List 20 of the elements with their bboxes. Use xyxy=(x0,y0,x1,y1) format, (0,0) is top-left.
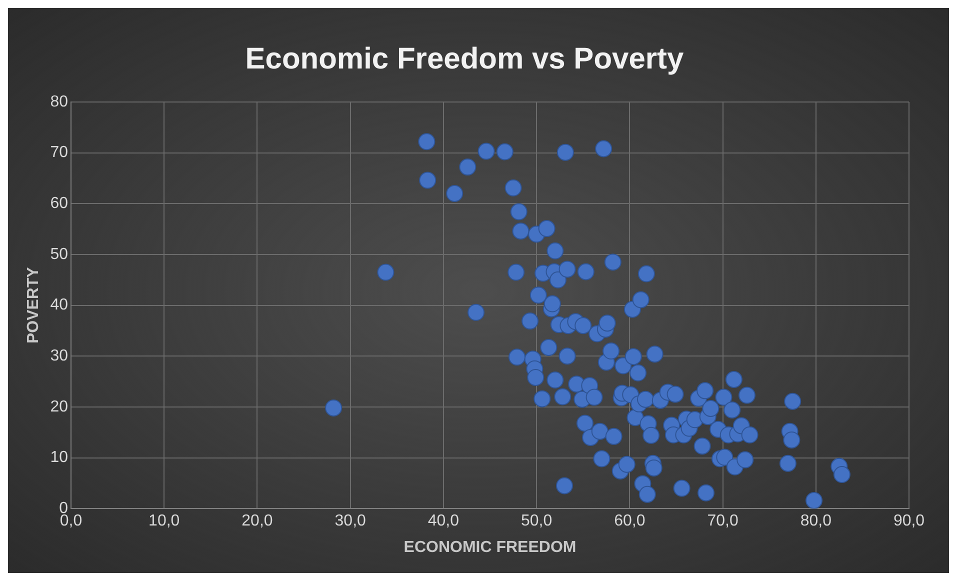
x-tick-label: 50,0 xyxy=(520,512,552,530)
y-tick-label: 30 xyxy=(50,348,68,365)
x-axis-title: ECONOMIC FREEDOM xyxy=(404,538,576,556)
y-tick-label: 80 xyxy=(50,93,68,110)
y-tick-label: 50 xyxy=(50,246,68,263)
x-tick-label: 10,0 xyxy=(148,512,180,530)
x-tick-label: 40,0 xyxy=(428,512,460,530)
y-axis-title: POVERTY xyxy=(25,266,42,344)
x-tick-label: 30,0 xyxy=(334,512,366,530)
y-tick-label: 20 xyxy=(50,398,68,416)
x-tick-label: 60,0 xyxy=(614,512,646,530)
chart-title: Economic Freedom vs Poverty xyxy=(245,42,684,76)
x-tick-label: 80,0 xyxy=(800,512,832,530)
y-tick-label: 40 xyxy=(50,296,68,314)
y-tick-label: 60 xyxy=(50,195,68,212)
x-tick-label: 90,0 xyxy=(893,512,925,530)
y-tick-label: 10 xyxy=(50,449,68,466)
x-tick-label: 70,0 xyxy=(707,512,738,530)
y-tick-label: 70 xyxy=(50,144,68,162)
x-tick-label: 20,0 xyxy=(242,512,273,530)
